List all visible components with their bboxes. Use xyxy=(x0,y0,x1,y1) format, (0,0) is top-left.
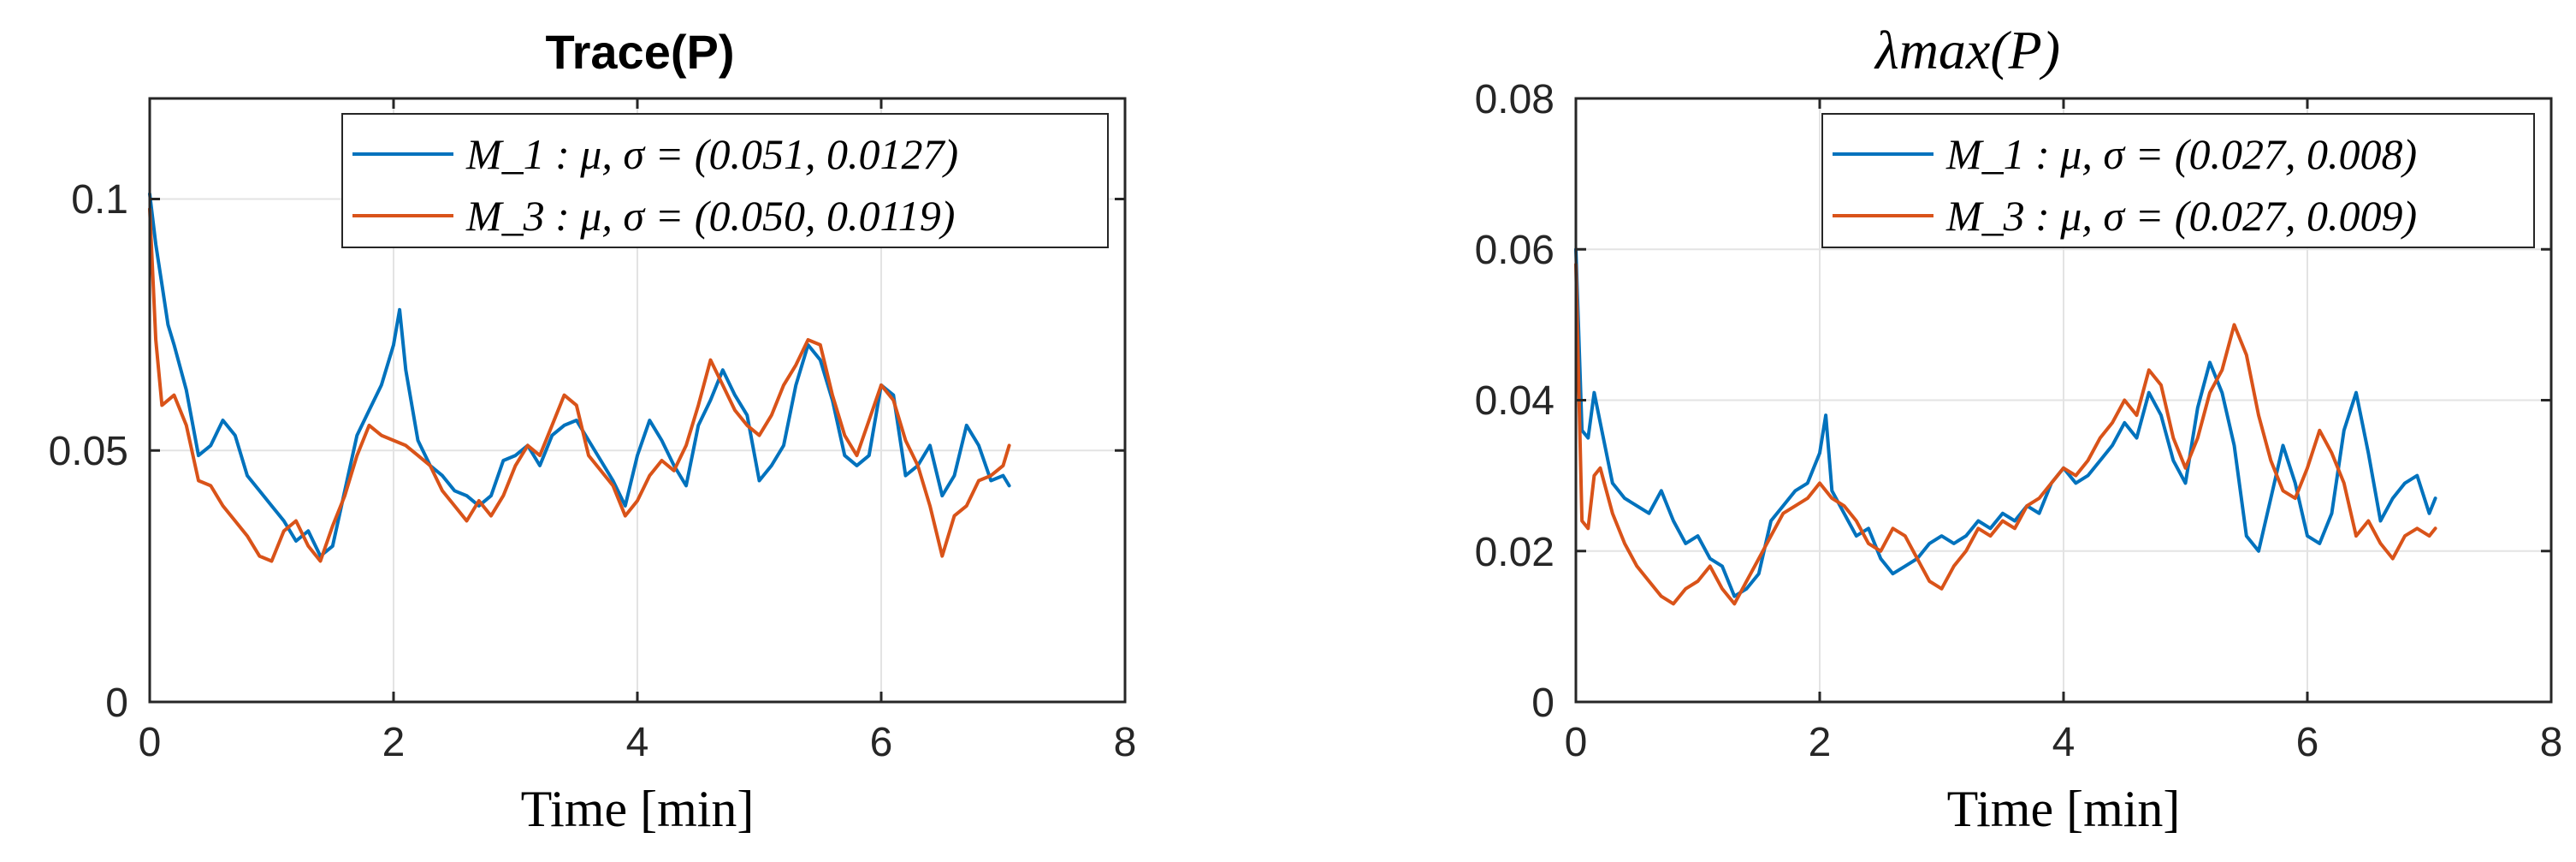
left-chart-title: Trace(P) xyxy=(546,25,735,79)
left-series-lines xyxy=(148,192,1011,563)
right-x-tick-labels: 0 2 4 6 8 xyxy=(1565,720,2563,765)
left-chart: Trace(P) 0 2 4 6 8 0 0.05 0.1 Time [min]… xyxy=(49,25,1137,837)
right-chart-title: λmax(P) xyxy=(1874,20,2060,80)
right-y-tick-label: 0 xyxy=(1531,681,1554,726)
right-x-tick-label: 2 xyxy=(1809,720,1832,765)
left-x-tick-label: 6 xyxy=(870,720,893,765)
series-line-m3 xyxy=(1574,262,2437,606)
legend-label-m1: M_1 : μ, σ = (0.027, 0.008) xyxy=(1945,130,2417,178)
right-series-lines xyxy=(1574,247,2437,606)
right-x-tick-label: 8 xyxy=(2540,720,2563,765)
right-x-tick-label: 6 xyxy=(2296,720,2319,765)
left-x-tick-label: 0 xyxy=(139,720,162,765)
right-legend-box xyxy=(1821,113,2535,248)
series-line-m3 xyxy=(148,207,1011,563)
left-x-tick-label: 8 xyxy=(1114,720,1137,765)
series-line-m1 xyxy=(148,192,1011,558)
right-y-tick-labels: 0 0.02 0.04 0.06 0.08 xyxy=(1475,77,1554,726)
left-y-tick-label: 0.1 xyxy=(71,177,128,223)
left-x-tick-label: 4 xyxy=(626,720,649,765)
series-line-m1 xyxy=(1574,247,2437,598)
left-y-tick-labels: 0 0.05 0.1 xyxy=(49,177,128,726)
left-x-tick-label: 2 xyxy=(382,720,406,765)
right-y-tick-label: 0.06 xyxy=(1475,228,1554,273)
right-y-tick-label: 0.08 xyxy=(1475,77,1554,122)
right-ticks xyxy=(1574,97,2553,704)
right-x-tick-label: 4 xyxy=(2052,720,2076,765)
left-ticks xyxy=(148,98,1127,704)
legend-label-m3: M_3 : μ, σ = (0.027, 0.009) xyxy=(1945,192,2417,240)
right-legend: M_1 : μ, σ = (0.027, 0.008) M_3 : μ, σ =… xyxy=(1821,113,2535,248)
left-x-axis-label: Time [min] xyxy=(521,781,755,837)
left-legend-box xyxy=(341,113,1109,248)
right-y-tick-label: 0.04 xyxy=(1475,378,1554,424)
left-y-tick-label: 0 xyxy=(105,681,128,726)
legend-label-m3: M_3 : μ, σ = (0.050, 0.0119) xyxy=(465,192,955,240)
legend-label-m1: M_1 : μ, σ = (0.051, 0.0127) xyxy=(465,130,958,178)
left-y-tick-label: 0.05 xyxy=(49,429,128,474)
right-x-axis-label: Time [min] xyxy=(1947,781,2181,837)
right-y-tick-label: 0.02 xyxy=(1475,530,1554,575)
left-legend: M_1 : μ, σ = (0.051, 0.0127) M_3 : μ, σ … xyxy=(341,113,1109,248)
right-chart: λmax(P) 0 2 4 6 8 0 0.02 0.04 0.06 0.08 … xyxy=(1475,20,2563,837)
left-x-tick-labels: 0 2 4 6 8 xyxy=(139,720,1137,765)
right-x-tick-label: 0 xyxy=(1565,720,1588,765)
